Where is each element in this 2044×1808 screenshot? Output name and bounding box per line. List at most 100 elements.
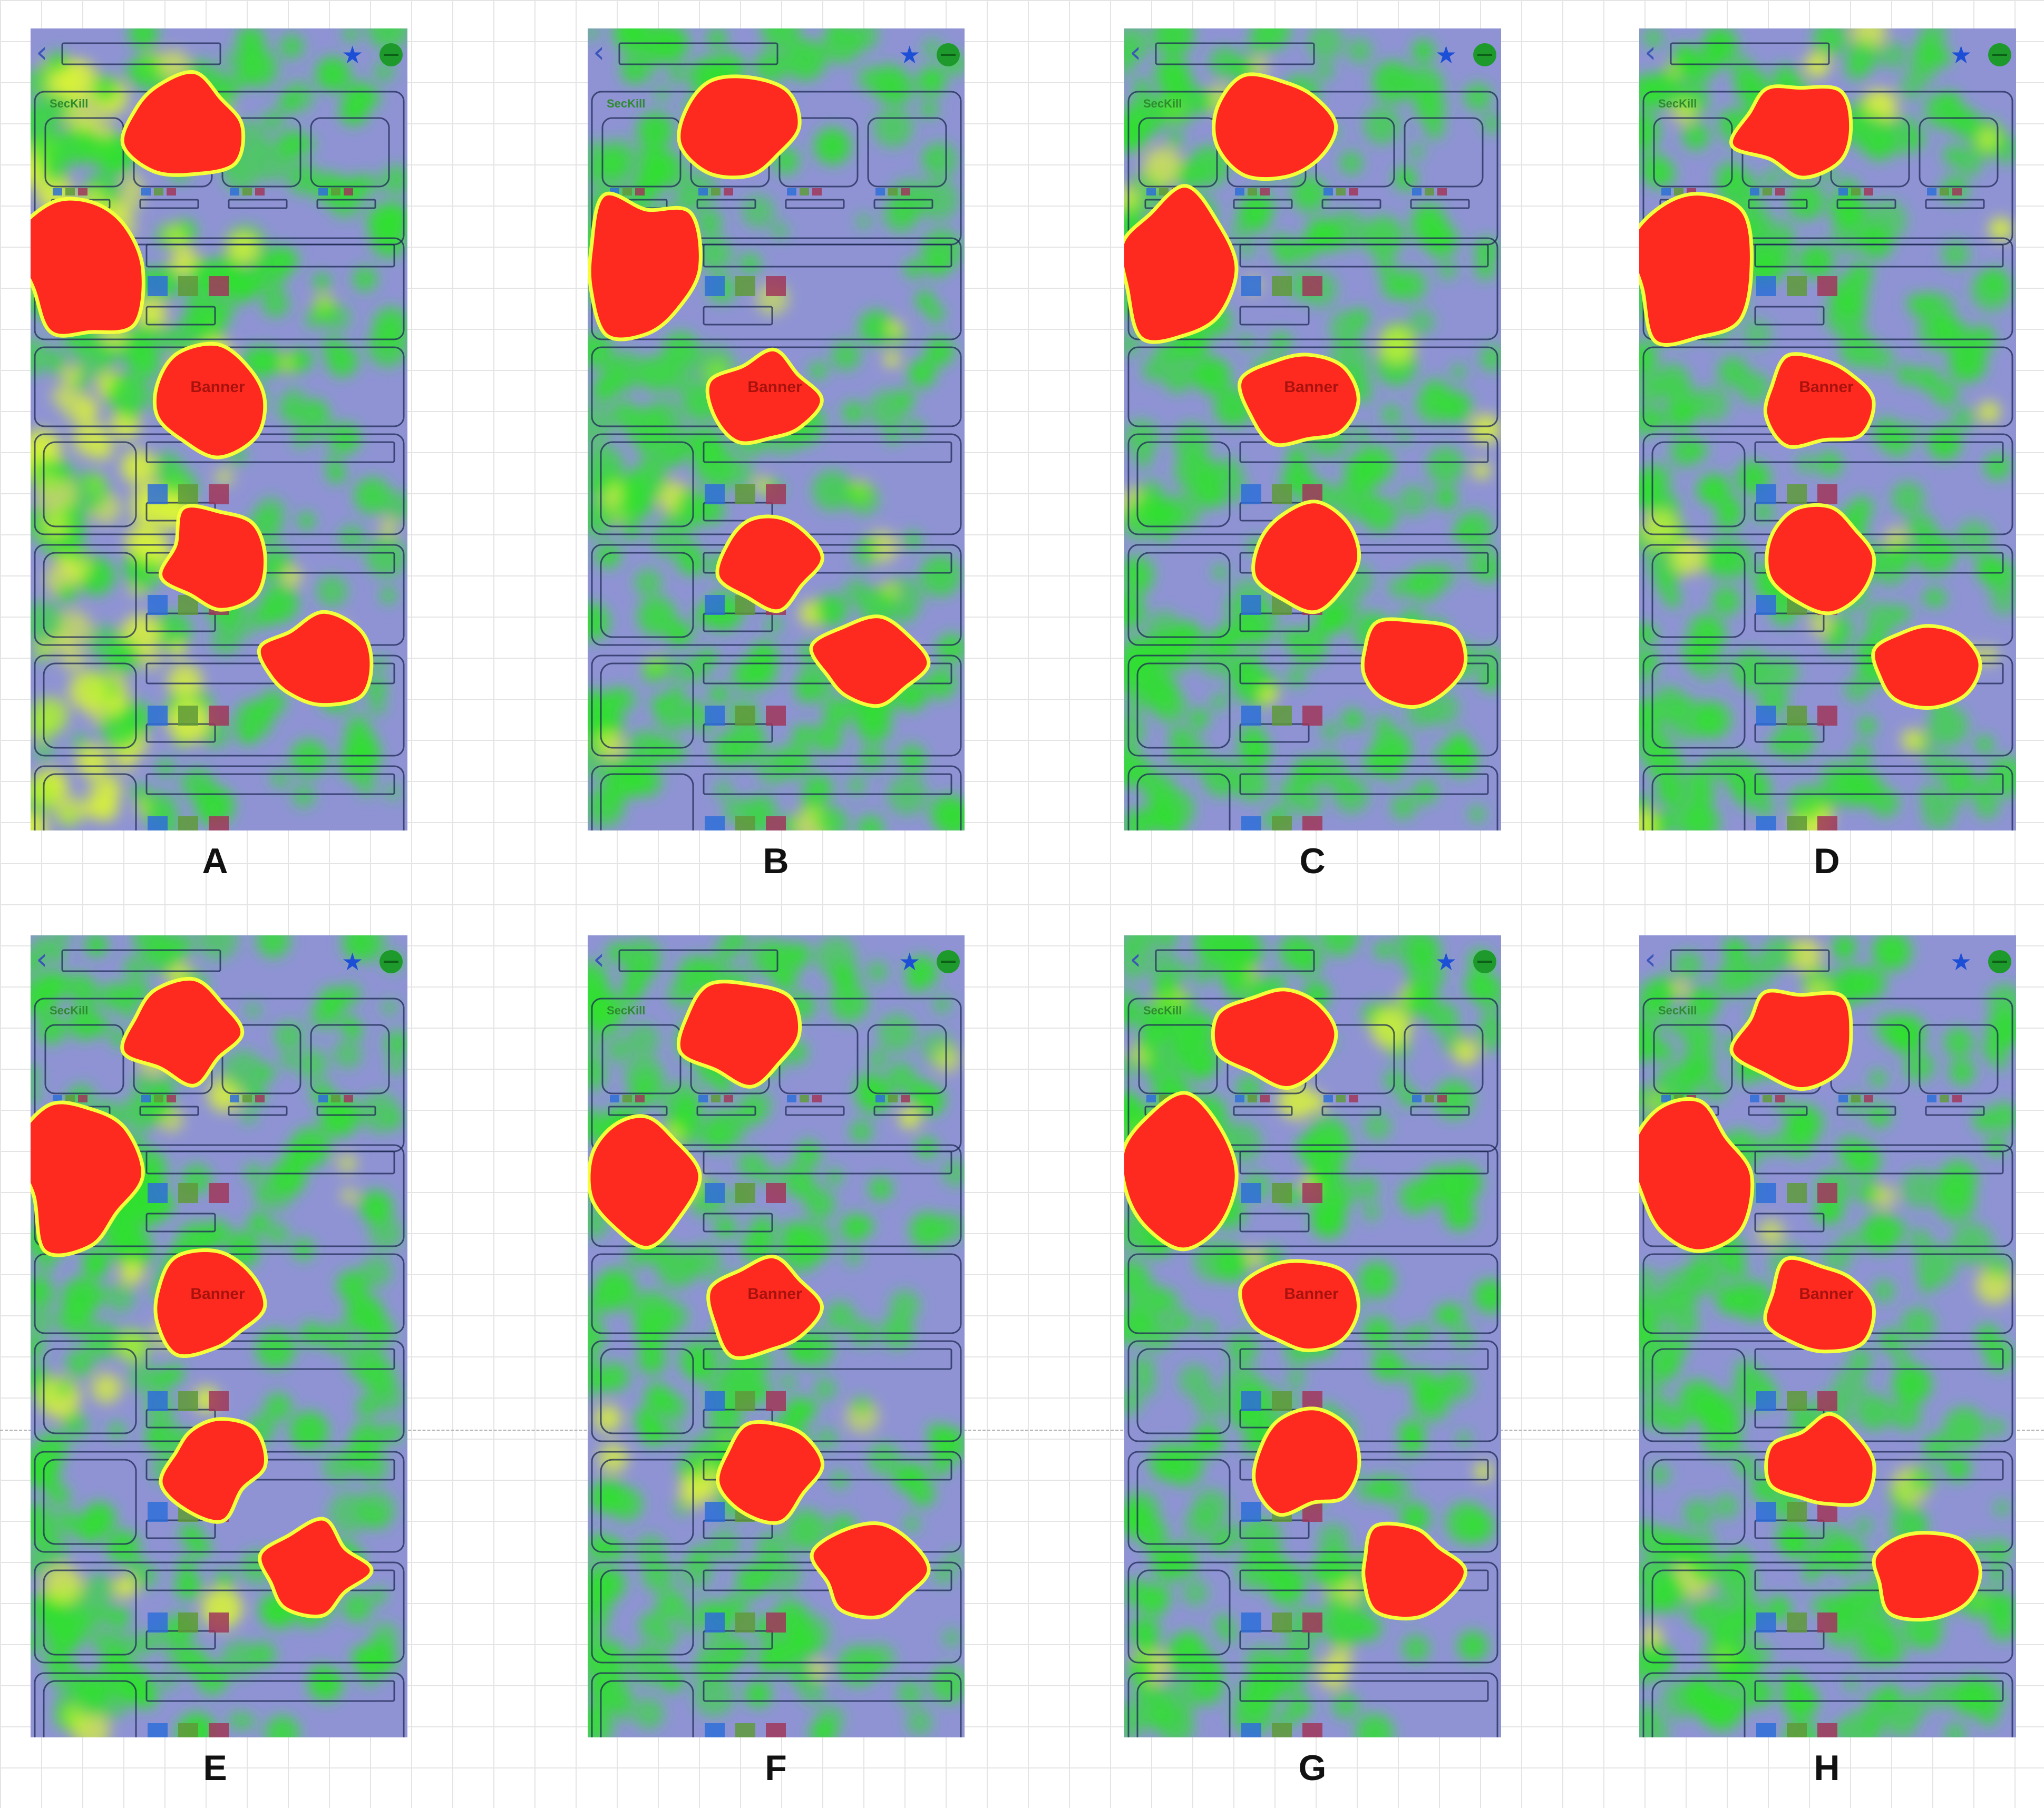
color-swatch-mini [1336, 188, 1346, 196]
heatmap-svg: ‹ ★ SecKill Banner [588, 935, 965, 1737]
color-swatch-mini [1864, 1095, 1873, 1102]
seckill-item-card [1653, 117, 1733, 188]
color-swatch-mini [1248, 1095, 1257, 1102]
product-title-box [1754, 243, 2004, 268]
color-swatch-mini [1323, 1095, 1333, 1102]
color-swatch-mini [711, 1095, 721, 1102]
heatmap-panel-a: ‹ ★ SecKill Banner [31, 28, 407, 830]
color-swatch [735, 484, 755, 504]
color-swatch [148, 595, 168, 615]
product-thumb-box [1651, 773, 1746, 830]
color-swatch [1272, 1183, 1292, 1203]
color-swatch [1241, 595, 1261, 615]
product-price-box [145, 306, 216, 326]
color-swatch [1817, 1612, 1837, 1633]
color-swatch-mini [1838, 1095, 1848, 1102]
product-row [591, 1561, 962, 1664]
color-swatch-mini [901, 1095, 910, 1102]
color-swatch [705, 276, 725, 296]
product-title-box [1239, 773, 1489, 795]
hotspot-right-product [1875, 628, 1979, 706]
color-swatch [178, 484, 198, 504]
star-icon: ★ [1435, 41, 1457, 69]
banner-label: Banner [1284, 1285, 1339, 1303]
product-title-box [703, 1348, 952, 1370]
color-swatch [1787, 706, 1807, 726]
product-row [1127, 1672, 1498, 1737]
hotspot-banner [1241, 356, 1357, 444]
color-swatch-mini [78, 1095, 87, 1102]
product-thumb-box [1651, 1569, 1746, 1656]
title-bar-box [1670, 949, 1830, 972]
product-thumb-box [43, 773, 137, 830]
seckill-item-price-box [1233, 1106, 1293, 1116]
product-title-box [1754, 1680, 2004, 1702]
product-row [1642, 1561, 2013, 1664]
panel-label-a: A [202, 841, 228, 881]
color-swatch-mini [1437, 188, 1447, 196]
color-swatch-mini [622, 1095, 632, 1102]
seckill-label: SecKill [50, 97, 88, 110]
color-swatch [1272, 1391, 1292, 1411]
hotspot-banner [157, 1252, 264, 1355]
color-swatch [1302, 276, 1322, 296]
product-row [1127, 1561, 1498, 1664]
color-swatch [1756, 484, 1776, 504]
seckill-label: SecKill [607, 97, 645, 110]
color-swatch [209, 276, 229, 296]
product-thumb-box [43, 1348, 137, 1434]
product-thumb-box [1136, 773, 1231, 830]
app-wireframe [591, 42, 962, 830]
color-swatch [735, 1612, 755, 1633]
color-swatch [1272, 276, 1292, 296]
product-row [34, 654, 405, 757]
seckill-item-price-box [1836, 1106, 1896, 1116]
color-swatch-mini [1674, 188, 1683, 196]
color-swatch [1756, 706, 1776, 726]
product-row [34, 1561, 405, 1664]
product-thumb-box [1651, 662, 1746, 749]
seckill-item-price-box [228, 199, 288, 209]
banner-label: Banner [1284, 378, 1339, 396]
color-swatch [705, 706, 725, 726]
color-swatch [1241, 1612, 1261, 1633]
color-swatch [148, 484, 168, 504]
product-title-box [1239, 1150, 1489, 1175]
product-thumb-box [1136, 441, 1231, 527]
color-swatch [178, 1612, 198, 1633]
product-title-box [145, 1150, 395, 1175]
product-price-box [1754, 1213, 1825, 1233]
color-swatch-mini [875, 188, 885, 196]
color-swatch-mini [1661, 1095, 1671, 1102]
hotspot-banner [156, 345, 264, 456]
banner-label: Banner [190, 378, 245, 396]
color-swatch [1787, 484, 1807, 504]
color-swatch [1756, 276, 1776, 296]
product-price-box [1239, 1213, 1310, 1233]
color-swatch [1817, 484, 1837, 504]
seckill-item-price-box [873, 1106, 933, 1116]
color-swatch [1756, 1502, 1776, 1522]
product-row [591, 765, 962, 830]
color-swatch-mini [1349, 1095, 1358, 1102]
color-swatch [1817, 1183, 1837, 1203]
color-swatch [148, 1183, 168, 1203]
color-swatch [735, 1391, 755, 1411]
product-title-box [1754, 441, 2004, 463]
color-swatch [178, 816, 198, 830]
color-swatch [1241, 1183, 1261, 1203]
product-title-box [703, 552, 952, 574]
color-swatch [1241, 276, 1261, 296]
color-swatch [209, 1612, 229, 1633]
color-swatch [766, 276, 786, 296]
color-swatch [766, 1391, 786, 1411]
product-thumb-box [1136, 552, 1231, 638]
product-thumb-box [600, 552, 694, 638]
product-title-box [1754, 1348, 2004, 1370]
heatmap-svg: ‹ ★ SecKill Banner [31, 935, 407, 1737]
product-thumb-box [600, 662, 694, 749]
heatmap-panel-f: ‹ ★ SecKill Banner [588, 935, 965, 1737]
star-icon: ★ [1435, 947, 1457, 976]
color-swatch-mini [1349, 188, 1358, 196]
